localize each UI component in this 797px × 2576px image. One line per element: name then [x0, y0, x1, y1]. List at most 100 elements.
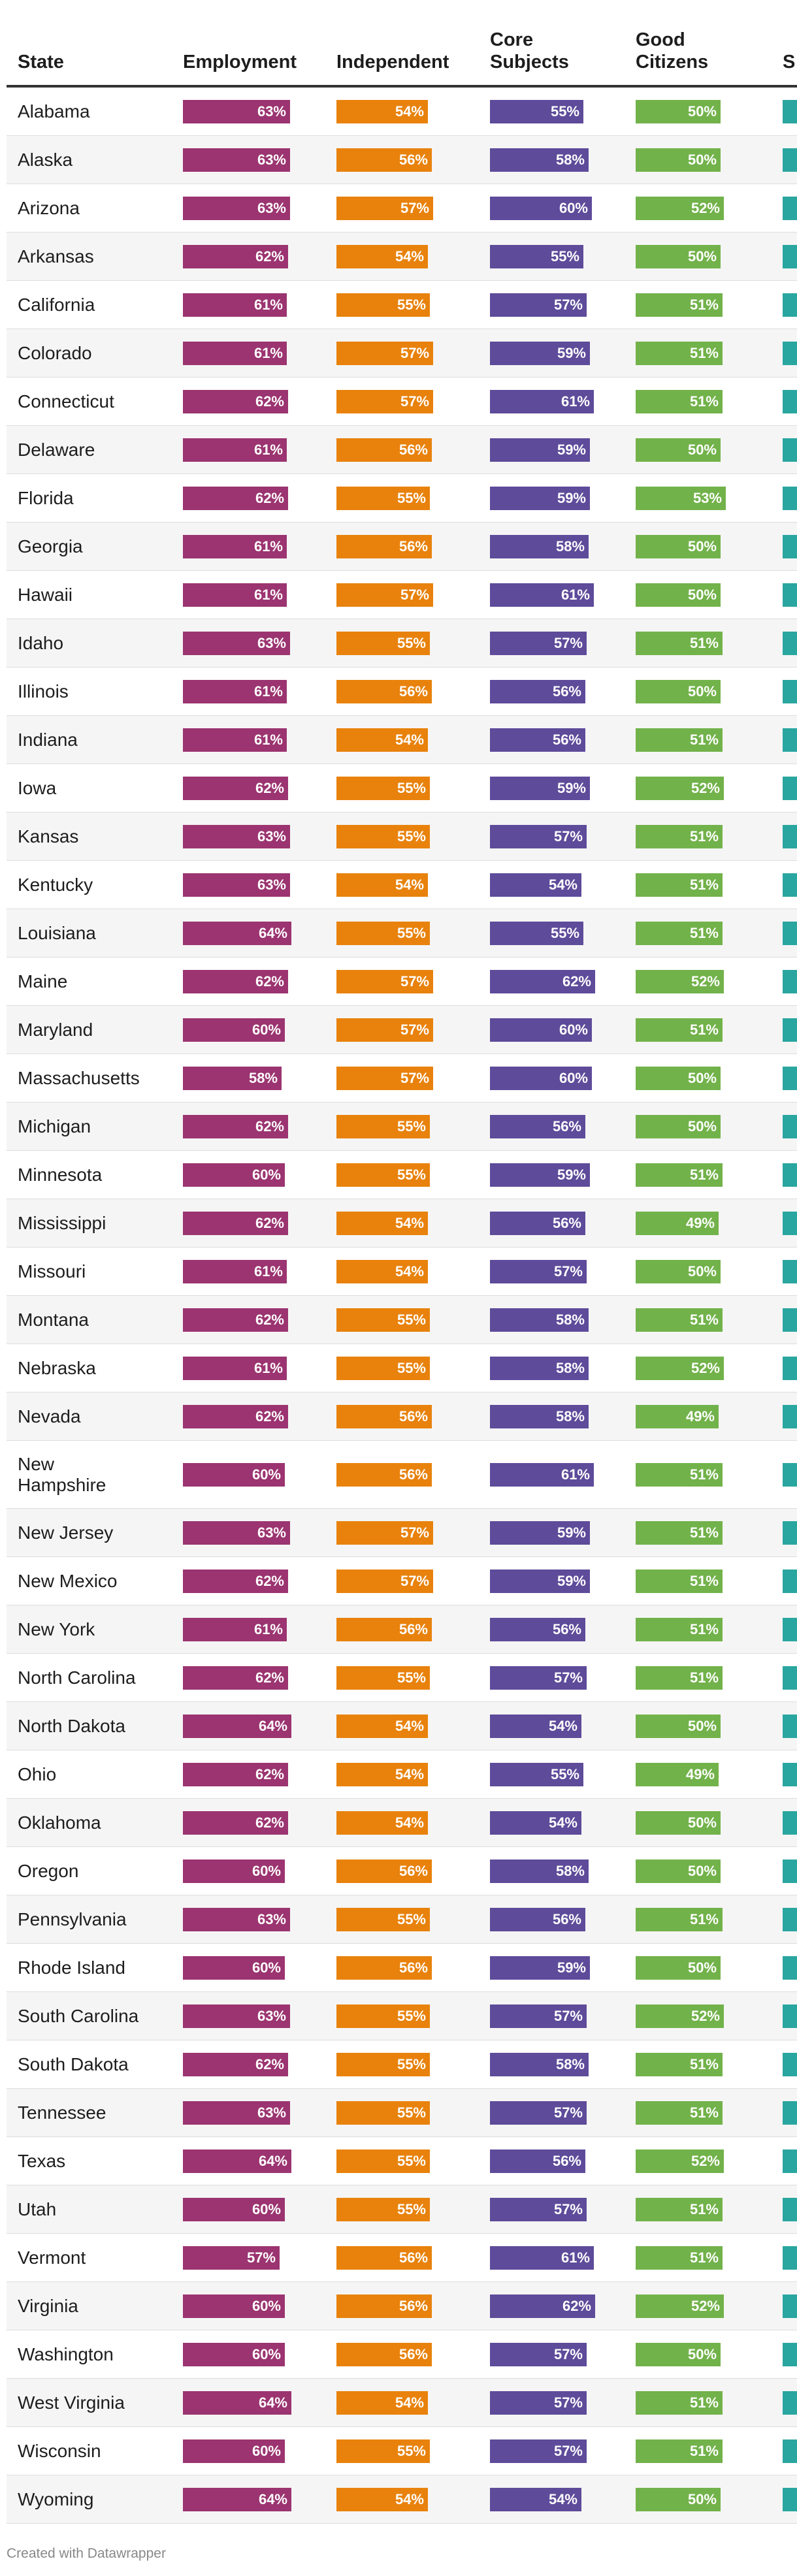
bar-good-citizens: 50%	[636, 244, 721, 268]
state-name: Georgia	[18, 536, 83, 556]
bar-value-label: 56%	[398, 1959, 428, 1976]
bar-good-citizens: 50%	[636, 99, 721, 123]
bar-core-subjects: 57%	[490, 293, 587, 317]
bar-good-citizens: 52%	[636, 196, 724, 220]
bar-value-label: 63%	[257, 1910, 286, 1927]
bar-good-citizens: 52%	[636, 776, 724, 800]
column-header-line: S	[783, 52, 796, 72]
bar-core-subjects: 57%	[490, 631, 587, 655]
table-row: Arizona 63% 57% 60% 52%	[7, 184, 797, 233]
bar-core-subjects: 56%	[490, 1211, 585, 1235]
bar-core-subjects: 56%	[490, 728, 585, 752]
state-name: Indiana	[18, 729, 78, 750]
table-row: Kansas 63% 55% 57% 51%	[7, 813, 797, 861]
column-header-employment: Employment	[183, 51, 297, 73]
bar-value-label: 51%	[689, 1166, 719, 1183]
bar-cutoff-column	[783, 1114, 797, 1138]
bar-value-label: 59%	[557, 344, 586, 361]
bar-core-subjects: 57%	[490, 2342, 587, 2366]
bar-value-label: 56%	[552, 1118, 581, 1135]
column-header-line: State	[18, 52, 64, 72]
bar-value-label: 58%	[248, 1069, 278, 1086]
state-name: Louisiana	[18, 922, 96, 943]
bar-employment: 64%	[183, 2391, 291, 2415]
bar-core-subjects: 58%	[490, 148, 589, 172]
bar-employment: 58%	[183, 1066, 282, 1090]
bar-good-citizens: 52%	[636, 2004, 724, 2028]
bar-employment: 60%	[183, 2342, 285, 2366]
bar-independent: 56%	[336, 679, 432, 703]
bar-employment: 64%	[183, 1714, 291, 1738]
bar-value-label: 64%	[258, 2490, 287, 2507]
bar-value-label: 52%	[691, 973, 720, 990]
bar-independent: 55%	[336, 2004, 430, 2028]
bar-value-label: 55%	[397, 1311, 426, 1328]
bar-value-label: 54%	[395, 731, 424, 748]
bar-core-subjects: 55%	[490, 1762, 583, 1786]
column-header-state: State	[18, 51, 64, 73]
bar-value-label: 51%	[689, 2055, 719, 2072]
bar-core-subjects: 54%	[490, 1714, 581, 1738]
bar-value-label: 56%	[398, 1862, 428, 1879]
bar-independent: 55%	[336, 1356, 430, 1380]
bar-independent: 54%	[336, 2487, 428, 2511]
bar-cutoff-column	[783, 1163, 797, 1187]
table-header: State Employment Independent Core Subjects Go…	[7, 0, 797, 88]
bar-independent: 55%	[336, 2101, 430, 2125]
bar-cutoff-column	[783, 2004, 797, 2028]
bar-value-label: 55%	[550, 103, 579, 120]
bar-value-label: 50%	[687, 441, 717, 458]
table-row: Louisiana 64% 55% 55% 51%	[7, 909, 797, 958]
table-row: Washington 60% 56% 57% 50%	[7, 2330, 797, 2379]
state-name: Idaho	[18, 632, 64, 653]
state-name: Tennessee	[18, 2102, 106, 2123]
bar-value-label: 56%	[552, 683, 581, 700]
table-row: South Dakota 62% 55% 58% 51%	[7, 2040, 797, 2089]
bar-cutoff-column	[783, 969, 797, 993]
bar-value-label: 57%	[553, 2394, 583, 2411]
bar-good-citizens: 51%	[636, 293, 723, 317]
bar-employment: 63%	[183, 824, 290, 848]
bar-independent: 57%	[336, 1521, 433, 1545]
table-row: North Dakota 64% 54% 54% 50%	[7, 1702, 797, 1750]
bar-value-label: 51%	[689, 1021, 719, 1038]
bar-good-citizens: 51%	[636, 1907, 723, 1931]
bar-value-label: 57%	[400, 1021, 429, 1038]
bar-value-label: 56%	[398, 441, 428, 458]
bar-value-label: 52%	[691, 779, 720, 796]
bar-independent: 54%	[336, 244, 428, 268]
bar-value-label: 60%	[559, 1069, 588, 1086]
bar-cutoff-column	[783, 728, 797, 752]
bar-value-label: 63%	[257, 199, 286, 216]
bar-independent: 54%	[336, 1762, 428, 1786]
table-row: Colorado 61% 57% 59% 51%	[7, 329, 797, 378]
bar-cutoff-column	[783, 534, 797, 558]
bar-value-label: 60%	[559, 1021, 588, 1038]
bar-value-label: 54%	[548, 2490, 577, 2507]
bar-value-label: 52%	[691, 1359, 720, 1376]
state-name: New Mexico	[18, 1570, 118, 1591]
bar-value-label: 54%	[395, 1765, 424, 1782]
bar-value-label: 52%	[691, 199, 720, 216]
bar-value-label: 58%	[555, 538, 585, 555]
bar-value-label: 55%	[397, 2152, 426, 2169]
bar-value-label: 63%	[257, 2007, 286, 2024]
bar-value-label: 57%	[400, 199, 429, 216]
bar-value-label: 55%	[397, 2104, 426, 2121]
bar-cutoff-column	[783, 1956, 797, 1980]
bar-core-subjects: 56%	[490, 2149, 585, 2173]
bar-value-label: 56%	[398, 151, 428, 168]
bar-employment: 63%	[183, 2004, 290, 2028]
bar-value-label: 55%	[397, 1669, 426, 1686]
table-row: Maryland 60% 57% 60% 51%	[7, 1006, 797, 1054]
bar-value-label: 62%	[255, 1214, 284, 1231]
bar-independent: 54%	[336, 873, 428, 897]
bar-value-label: 60%	[252, 1959, 281, 1976]
bar-value-label: 60%	[252, 2442, 281, 2459]
bar-value-label: 54%	[395, 876, 424, 893]
bar-value-label: 59%	[557, 1572, 586, 1589]
bar-independent: 55%	[336, 1114, 430, 1138]
bar-value-label: 51%	[689, 828, 719, 845]
bar-value-label: 51%	[689, 1311, 719, 1328]
bar-cutoff-column	[783, 1714, 797, 1738]
